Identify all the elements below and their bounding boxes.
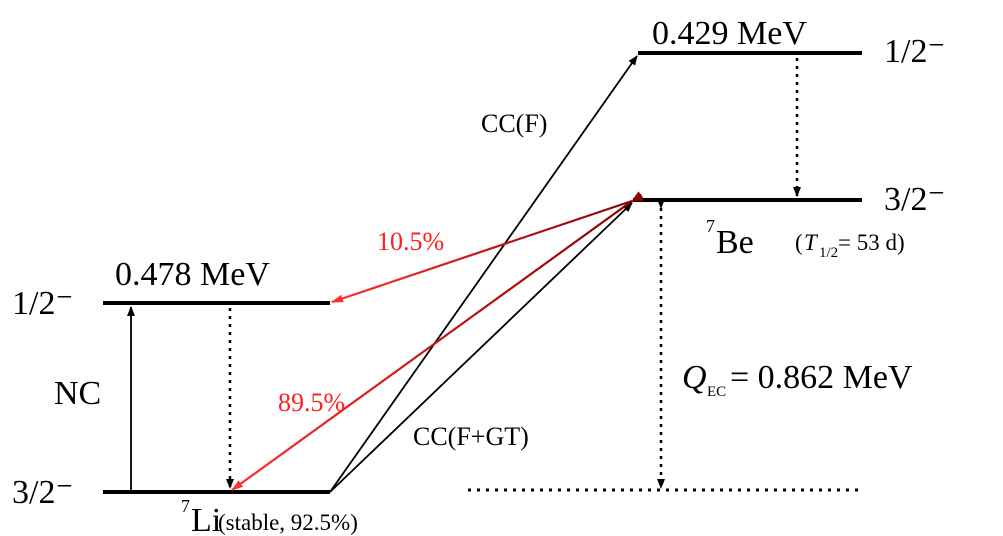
- li7-ground-spin: 3/2⁻: [12, 474, 73, 511]
- be7-halflife-value: = 53 d): [838, 230, 905, 255]
- be7-halflife-open: (: [795, 230, 803, 255]
- ec-branch-excited-percent: 10.5%: [377, 227, 444, 256]
- be7-excited-energy: 0.429 MeV: [652, 15, 807, 52]
- be7-halflife-sub: 1/2: [819, 245, 838, 261]
- li7-excited-spin: 1/2⁻: [12, 285, 73, 322]
- be7-halflife-t: T: [804, 230, 819, 255]
- li7-mass-number: 7: [181, 496, 190, 516]
- q-subscript: EC: [707, 384, 726, 400]
- be7-symbol: Be: [716, 224, 754, 261]
- li7-symbol: Li: [191, 502, 221, 536]
- cc-f-label: CC(F): [481, 109, 547, 138]
- cc-fgt-label: CC(F+GT): [413, 422, 529, 451]
- q-symbol: Q: [682, 359, 707, 396]
- q-value: = 0.862 MeV: [730, 359, 913, 396]
- ec-branch-ground-arrow: [231, 191, 644, 491]
- nc-label: NC: [54, 375, 101, 412]
- ec-branch-ground-percent: 89.5%: [278, 388, 345, 417]
- be7-mass-number: 7: [706, 216, 715, 236]
- be7-ground-spin: 3/2⁻: [884, 181, 945, 218]
- be7-excited-spin: 1/2⁻: [884, 33, 945, 70]
- li7-excited-energy: 0.478 MeV: [115, 256, 270, 293]
- li7-note: (stable, 92.5%): [218, 510, 358, 535]
